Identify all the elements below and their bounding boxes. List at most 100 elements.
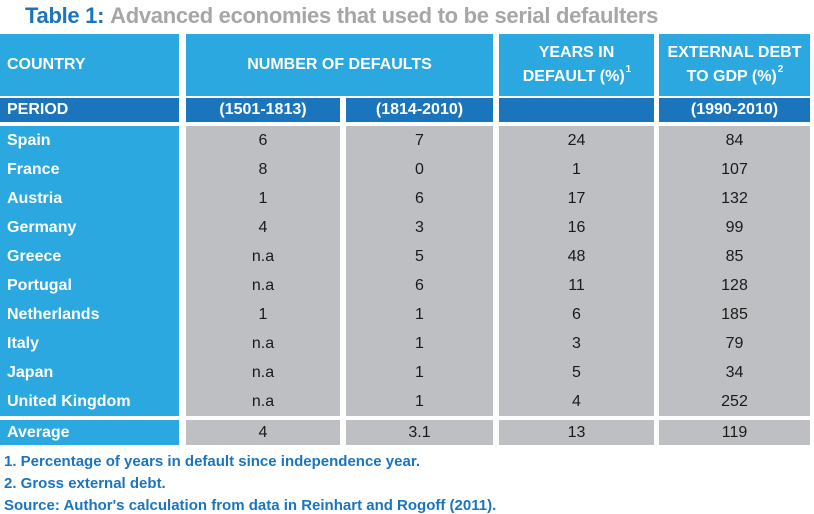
- average-defaults-late: 3.1: [346, 420, 493, 445]
- column-gap: [179, 300, 186, 329]
- period-defaults-early: (1501-1813): [186, 98, 340, 122]
- column-gap: [179, 271, 186, 300]
- years-in-default-cell: 48: [499, 242, 654, 271]
- external-debt-cell: 84: [659, 126, 810, 155]
- external-debt-cell: 252: [659, 387, 810, 416]
- defaults-late-cell: 1: [346, 300, 493, 329]
- row-gap: [0, 416, 810, 420]
- defaults-early-cell: 1: [186, 300, 340, 329]
- average-row: Average 4 3.1 13 119: [0, 420, 810, 445]
- table-row-united-kingdom: United Kingdom n.a 1 4 252: [0, 387, 810, 416]
- defaults-early-cell: n.a: [186, 271, 340, 300]
- table-title-text: Advanced economies that used to be seria…: [110, 3, 659, 28]
- table-header-row: COUNTRY NUMBER OF DEFAULTS YEARS IN DEFA…: [0, 34, 810, 96]
- defaults-early-cell: 1: [186, 184, 340, 213]
- footnote-2: 2. Gross external debt.: [4, 475, 166, 492]
- table-row-greece: Greece n.a 5 48 85: [0, 242, 810, 271]
- column-gap: [179, 34, 186, 96]
- country-cell: Japan: [0, 358, 179, 387]
- header-separator: [0, 96, 810, 98]
- row-gap: [0, 122, 810, 126]
- table-row-austria: Austria 1 6 17 132: [0, 184, 810, 213]
- average-label: Average: [0, 420, 179, 445]
- average-years-in-default: 13: [499, 420, 654, 445]
- country-cell: United Kingdom: [0, 387, 179, 416]
- period-debt: (1990-2010): [659, 98, 810, 122]
- header-number-of-defaults: NUMBER OF DEFAULTS: [186, 34, 493, 96]
- table-row-italy: Italy n.a 1 3 79: [0, 329, 810, 358]
- source-note: Source: Author's calculation from data i…: [4, 497, 497, 514]
- defaults-table: COUNTRY NUMBER OF DEFAULTS YEARS IN DEFA…: [0, 34, 810, 445]
- external-debt-cell: 107: [659, 155, 810, 184]
- header-years-in-default: YEARS IN DEFAULT (%)1: [499, 34, 654, 96]
- header-external-debt: EXTERNAL DEBT TO GDP (%)2: [659, 34, 810, 96]
- footnotes: 1. Percentage of years in default since …: [4, 451, 814, 514]
- period-row: PERIOD (1501-1813) (1814-2010) (1990-201…: [0, 98, 810, 122]
- header-debt-line2: TO GDP (%): [686, 68, 777, 85]
- country-cell: Italy: [0, 329, 179, 358]
- column-gap: [179, 155, 186, 184]
- table-title: Table 1: Advanced economies that used to …: [0, 0, 814, 29]
- footnote-marker-1: 1: [625, 63, 632, 75]
- defaults-late-cell: 3: [346, 213, 493, 242]
- column-gap: [179, 387, 186, 416]
- external-debt-cell: 99: [659, 213, 810, 242]
- table-row-portugal: Portugal n.a 6 11 128: [0, 271, 810, 300]
- years-in-default-cell: 11: [499, 271, 654, 300]
- footnote-marker-2: 2: [777, 63, 784, 75]
- header-debt-line1: EXTERNAL DEBT: [667, 44, 802, 61]
- defaults-late-cell: 0: [346, 155, 493, 184]
- external-debt-cell: 185: [659, 300, 810, 329]
- defaults-early-cell: n.a: [186, 242, 340, 271]
- table-row-japan: Japan n.a 1 5 34: [0, 358, 810, 387]
- column-gap: [179, 213, 186, 242]
- defaults-late-cell: 7: [346, 126, 493, 155]
- years-in-default-cell: 4: [499, 387, 654, 416]
- defaults-late-cell: 1: [346, 387, 493, 416]
- table-title-label: Table 1:: [25, 3, 105, 28]
- defaults-late-cell: 6: [346, 271, 493, 300]
- header-years-line1: YEARS IN: [538, 44, 615, 61]
- column-gap: [179, 329, 186, 358]
- defaults-early-cell: n.a: [186, 387, 340, 416]
- average-external-debt: 119: [659, 420, 810, 445]
- header-years-line2: DEFAULT (%): [522, 68, 625, 85]
- years-in-default-cell: 16: [499, 213, 654, 242]
- table-row-spain: Spain 6 7 24 84: [0, 126, 810, 155]
- defaults-late-cell: 5: [346, 242, 493, 271]
- years-in-default-cell: 6: [499, 300, 654, 329]
- defaults-early-cell: n.a: [186, 358, 340, 387]
- period-years-empty-cell: [499, 98, 654, 122]
- table-row-germany: Germany 4 3 16 99: [0, 213, 810, 242]
- column-gap: [179, 242, 186, 271]
- external-debt-cell: 128: [659, 271, 810, 300]
- years-in-default-cell: 17: [499, 184, 654, 213]
- defaults-late-cell: 1: [346, 358, 493, 387]
- column-gap: [179, 126, 186, 155]
- column-gap: [179, 184, 186, 213]
- external-debt-cell: 79: [659, 329, 810, 358]
- external-debt-cell: 85: [659, 242, 810, 271]
- table-row-netherlands: Netherlands 1 1 6 185: [0, 300, 810, 329]
- period-defaults-late: (1814-2010): [346, 98, 493, 122]
- column-gap: [179, 420, 186, 445]
- country-cell: Spain: [0, 126, 179, 155]
- column-gap: [179, 358, 186, 387]
- period-label: PERIOD: [0, 98, 179, 122]
- years-in-default-cell: 1: [499, 155, 654, 184]
- years-in-default-cell: 3: [499, 329, 654, 358]
- header-country: COUNTRY: [0, 34, 179, 96]
- country-cell: Portugal: [0, 271, 179, 300]
- defaults-early-cell: n.a: [186, 329, 340, 358]
- country-cell: Austria: [0, 184, 179, 213]
- defaults-early-cell: 4: [186, 213, 340, 242]
- external-debt-cell: 132: [659, 184, 810, 213]
- country-cell: France: [0, 155, 179, 184]
- external-debt-cell: 34: [659, 358, 810, 387]
- footnote-1: 1. Percentage of years in default since …: [4, 453, 421, 470]
- country-cell: Germany: [0, 213, 179, 242]
- years-in-default-cell: 24: [499, 126, 654, 155]
- defaults-early-cell: 6: [186, 126, 340, 155]
- country-cell: Greece: [0, 242, 179, 271]
